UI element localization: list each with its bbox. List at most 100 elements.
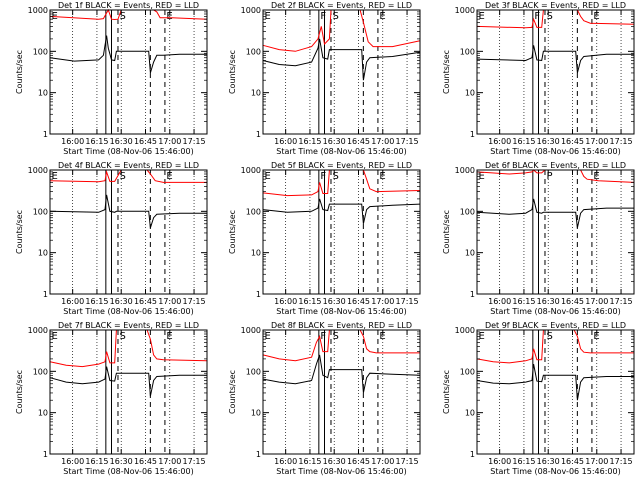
y-tick-label: 1000 <box>28 326 48 335</box>
time-marker-label: E <box>265 331 271 342</box>
y-tick-label: 100 <box>460 47 475 56</box>
chart-title: Det 4f BLACK = Events, RED = LLD <box>58 161 199 170</box>
time-marker-label: F <box>320 11 326 22</box>
y-axis-label: Counts/sec <box>15 210 24 254</box>
event-rate-line <box>262 198 421 224</box>
time-marker-label: S <box>119 171 125 182</box>
x-tick-label: 16:15 <box>512 297 535 306</box>
x-tick-label: 16:30 <box>537 297 560 306</box>
x-tick-label: 16:15 <box>298 457 321 466</box>
chart-panel: Det 4f BLACK = Events, RED = LLD E S E 1 10 10… <box>0 160 213 320</box>
chart-title: Det 7f BLACK = Events, RED = LLD <box>58 321 199 330</box>
chart-title: Det 3f BLACK = Events, RED = LLD <box>485 1 626 10</box>
x-axis-label: Start Time (08-Nov-06 15:46:00) <box>63 147 193 156</box>
x-axis-label: Start Time (08-Nov-06 15:46:00) <box>490 307 620 316</box>
y-tick-label: 10 <box>465 249 475 258</box>
event-rate-line <box>49 366 207 397</box>
y-tick-label: 1000 <box>241 6 261 15</box>
y-tick-label: 100 <box>33 367 48 376</box>
y-tick-label: 100 <box>460 207 475 216</box>
y-tick-label: 10 <box>465 409 475 418</box>
x-axis-label: Start Time (08-Nov-06 15:46:00) <box>63 307 193 316</box>
x-tick-label: 16:45 <box>561 137 584 146</box>
y-tick-label: 10 <box>38 409 48 418</box>
x-tick-label: 16:30 <box>323 297 346 306</box>
y-tick-label: 10 <box>465 89 475 98</box>
y-tick-label: 100 <box>246 47 261 56</box>
time-marker-label: S <box>332 331 338 342</box>
y-tick-label: 1 <box>470 130 475 139</box>
y-tick-label: 100 <box>33 207 48 216</box>
y-tick-label: 1000 <box>241 326 261 335</box>
x-tick-label: 16:00 <box>488 297 511 306</box>
y-axis-label: Counts/sec <box>442 210 451 254</box>
lld-rate-line <box>262 9 421 52</box>
chart-title: Det 1f BLACK = Events, RED = LLD <box>58 1 199 10</box>
x-tick-label: 16:15 <box>85 457 108 466</box>
x-tick-label: 16:45 <box>347 297 370 306</box>
y-tick-label: 1000 <box>241 166 261 175</box>
x-tick-label: 17:15 <box>396 137 419 146</box>
chart-panel: Det 9f BLACK = Events, RED = LLD E S E 1 10 10… <box>427 320 640 480</box>
chart-title: Det 9f BLACK = Events, RED = LLD <box>485 321 626 330</box>
y-tick-label: 1 <box>470 290 475 299</box>
x-tick-label: 17:15 <box>183 457 206 466</box>
time-marker-label: S <box>546 11 552 22</box>
x-tick-label: 16:15 <box>85 297 108 306</box>
y-tick-label: 1 <box>256 130 261 139</box>
x-tick-label: 16:15 <box>298 297 321 306</box>
y-axis-label: Counts/sec <box>442 370 451 414</box>
x-tick-label: 16:30 <box>323 137 346 146</box>
event-rate-line <box>262 354 421 394</box>
x-axis-label: Start Time (08-Nov-06 15:46:00) <box>276 467 406 476</box>
event-rate-line <box>49 194 207 228</box>
x-tick-label: 17:00 <box>585 457 608 466</box>
plot-frame <box>49 169 208 295</box>
y-tick-label: 100 <box>246 207 261 216</box>
chart-title: Det 8f BLACK = Events, RED = LLD <box>271 321 412 330</box>
time-marker-label: E <box>52 171 58 182</box>
lld-rate-line <box>476 169 635 183</box>
x-tick-label: 17:00 <box>585 137 608 146</box>
x-tick-label: 16:15 <box>85 137 108 146</box>
x-tick-label: 16:00 <box>274 297 297 306</box>
y-axis-label: Counts/sec <box>228 50 237 94</box>
lld-rate-line <box>49 8 208 21</box>
plot-frame <box>49 9 208 135</box>
y-axis-label: Counts/sec <box>442 50 451 94</box>
plot-frame <box>476 169 635 295</box>
x-tick-label: 16:45 <box>134 137 157 146</box>
lld-rate-line <box>262 329 420 362</box>
y-tick-label: 1000 <box>455 6 475 15</box>
time-marker-label: E <box>265 171 271 182</box>
x-tick-label: 16:00 <box>274 137 297 146</box>
x-tick-label: 17:00 <box>371 137 394 146</box>
y-tick-label: 1000 <box>455 326 475 335</box>
event-rate-line <box>262 38 421 81</box>
chart-panel: Det 7f BLACK = Events, RED = LLD E S E 1 10 10… <box>0 320 213 480</box>
x-tick-label: 17:00 <box>158 297 181 306</box>
x-tick-label: 17:00 <box>158 457 181 466</box>
plot-frame <box>262 329 421 455</box>
x-tick-label: 16:00 <box>488 457 511 466</box>
time-marker-label: E <box>479 11 485 22</box>
x-tick-label: 16:45 <box>347 137 370 146</box>
x-tick-label: 17:00 <box>371 297 394 306</box>
plot-frame <box>49 329 208 455</box>
time-marker-label: S <box>119 11 125 22</box>
time-marker-label: E <box>379 171 385 182</box>
plot-frame <box>476 9 635 135</box>
x-tick-label: 17:15 <box>183 297 206 306</box>
x-axis-label: Start Time (08-Nov-06 15:46:00) <box>490 467 620 476</box>
time-marker-label: E <box>593 11 599 22</box>
y-tick-label: 10 <box>38 89 48 98</box>
time-marker-label: E <box>593 331 599 342</box>
y-tick-label: 1 <box>43 450 48 459</box>
time-marker-label: S <box>546 331 552 342</box>
time-marker-label: P <box>546 171 552 182</box>
y-tick-label: 1 <box>256 450 261 459</box>
x-tick-label: 16:00 <box>488 137 511 146</box>
